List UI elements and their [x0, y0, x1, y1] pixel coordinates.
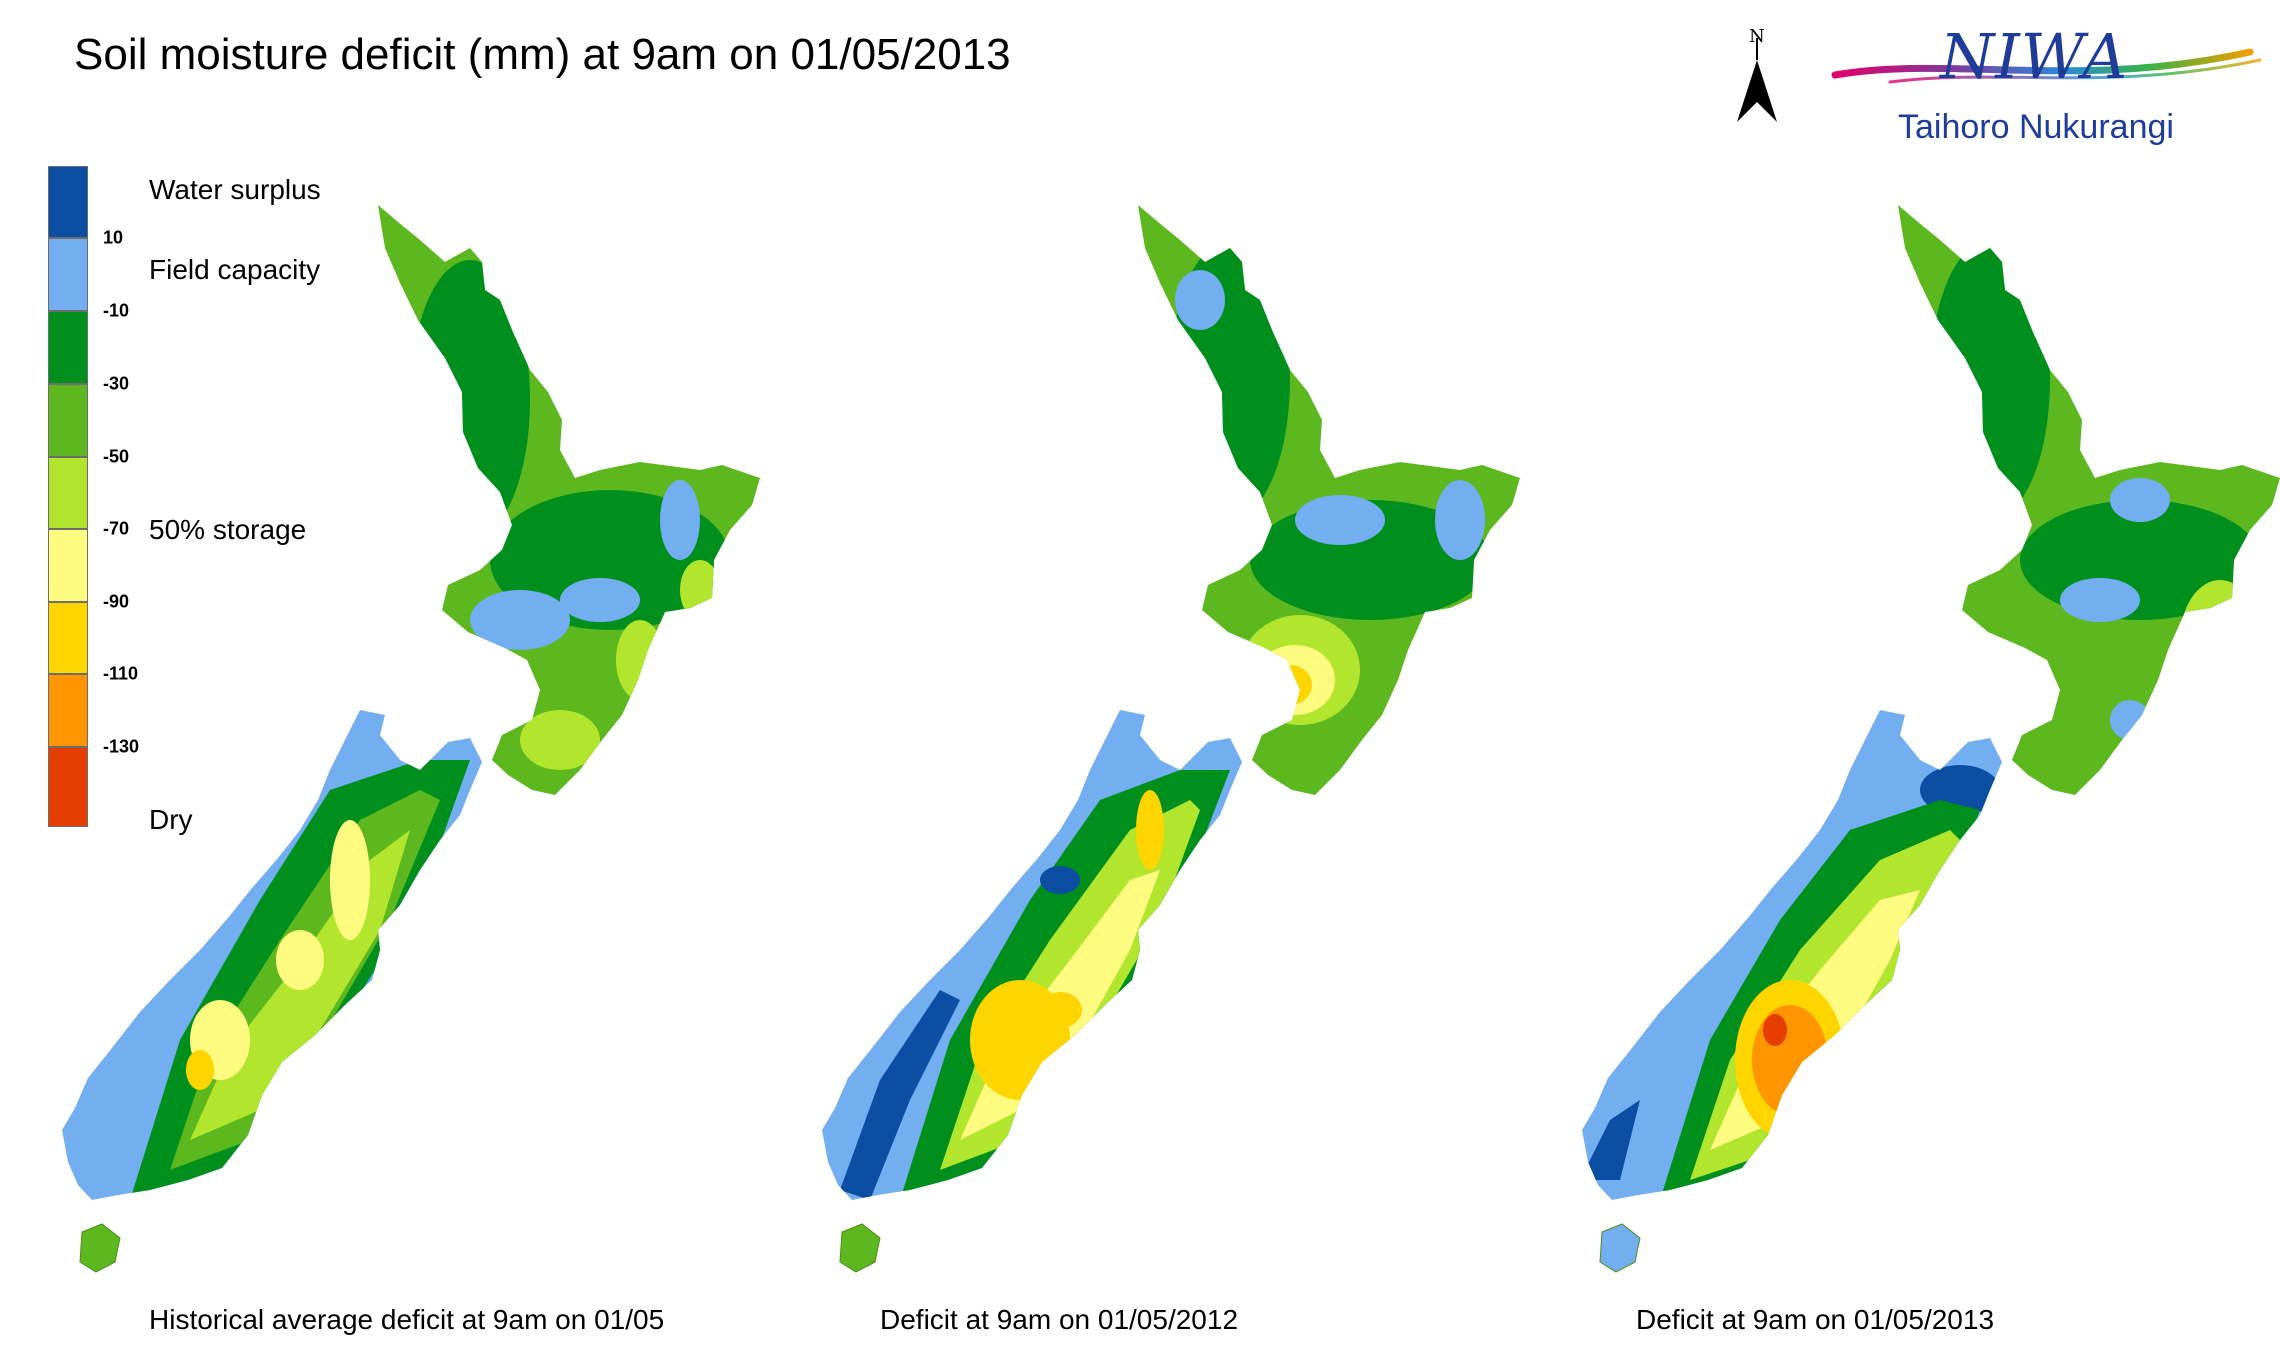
legend-water-surplus: Water surplus — [149, 174, 321, 205]
legend-tick: -70 — [103, 518, 130, 539]
map-title: Soil moisture deficit (mm) at 9am on 01/… — [74, 30, 1011, 79]
north-label: N — [1749, 26, 1765, 47]
legend-swatch-3 — [48, 311, 88, 384]
map-historical — [62, 205, 760, 1273]
legend-swatch-7 — [48, 602, 88, 674]
map-2012 — [822, 205, 1520, 1273]
legend-swatch-9 — [48, 747, 88, 827]
niwa-logo-text: NIWA — [1940, 20, 2129, 93]
map-2013 — [1582, 205, 2280, 1273]
niwa-logo-swoosh — [1831, 48, 2262, 84]
legend-swatch-5 — [48, 457, 88, 529]
legend-dry: Dry — [149, 804, 193, 835]
legend-tick: -30 — [103, 373, 130, 394]
legend-swatch-6 — [48, 529, 88, 602]
legend-tick: 10 — [103, 227, 124, 248]
legend-field-capacity: Field capacity — [149, 254, 321, 285]
map-caption-2012: Deficit at 9am on 01/05/2012 — [880, 1304, 1239, 1335]
legend-swatch-2 — [48, 238, 88, 311]
legend-tick: -50 — [103, 446, 130, 467]
legend-50-storage: 50% storage — [149, 514, 307, 545]
map-caption-historical: Historical average deficit at 9am on 01/… — [149, 1304, 665, 1335]
north-arrow-icon — [1737, 38, 1777, 122]
niwa-logo-subtitle: Taihoro Nukurangi — [1898, 108, 2174, 146]
legend-tick: -90 — [103, 591, 130, 612]
legend-tick: -110 — [103, 663, 139, 684]
legend-tick: -130 — [103, 736, 140, 757]
legend-swatch-8 — [48, 674, 88, 747]
legend-tick: -10 — [103, 300, 130, 321]
legend-swatch-4 — [48, 384, 88, 457]
legend-swatch-1 — [48, 166, 88, 238]
map-caption-2013: Deficit at 9am on 01/05/2013 — [1636, 1304, 1995, 1335]
